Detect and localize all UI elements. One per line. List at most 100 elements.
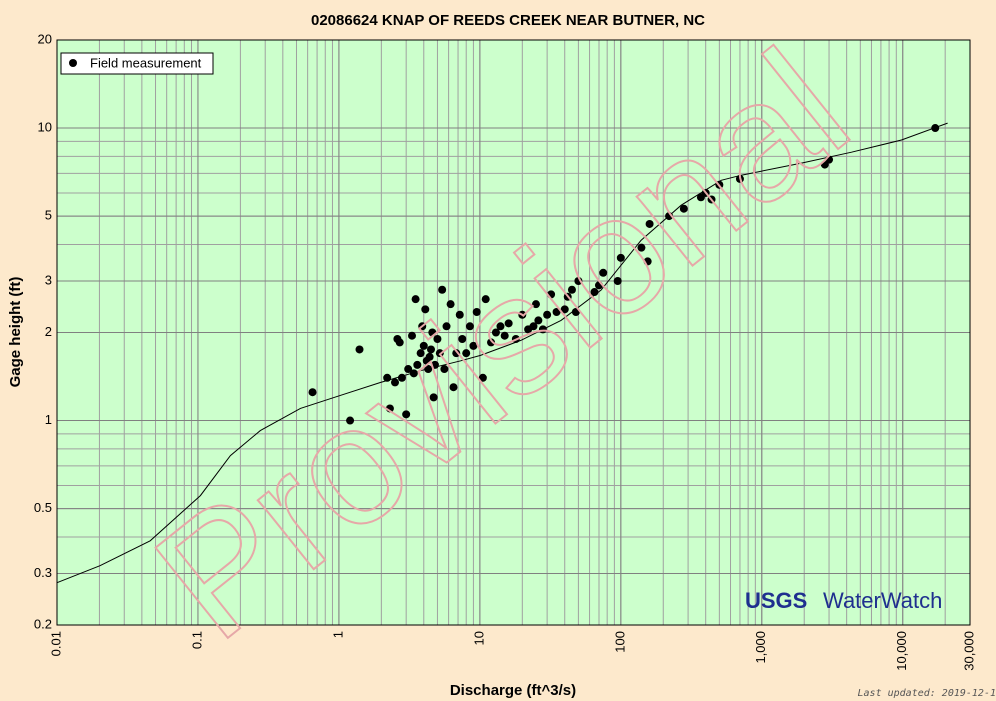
point — [491, 328, 500, 337]
point — [416, 349, 425, 358]
point — [563, 292, 572, 301]
point — [458, 335, 467, 344]
point — [643, 257, 652, 266]
point — [735, 174, 744, 183]
y-tick-label: 20 — [38, 31, 52, 46]
point — [931, 124, 940, 133]
point — [421, 305, 430, 314]
point — [531, 300, 540, 309]
point — [665, 212, 674, 221]
point — [534, 316, 543, 325]
y-tick-label: 10 — [38, 119, 52, 134]
point — [487, 338, 496, 347]
point — [481, 295, 490, 304]
y-tick-label: 0.3 — [34, 565, 52, 580]
rating-curve — [56, 122, 948, 584]
point — [429, 393, 438, 402]
point — [679, 204, 688, 213]
logo-product: WaterWatch — [823, 588, 942, 613]
point — [543, 310, 552, 319]
x-tick-label: 1,000 — [753, 631, 768, 664]
point — [346, 416, 355, 425]
point — [425, 352, 434, 361]
point — [529, 322, 538, 331]
marks — [56, 122, 948, 584]
point — [465, 322, 474, 331]
point — [518, 310, 527, 319]
legend-label: Field measurement — [90, 55, 202, 70]
point — [594, 281, 603, 290]
y-tick-label: 0.5 — [34, 500, 52, 515]
point — [397, 373, 406, 382]
point — [567, 285, 576, 294]
point — [355, 345, 364, 354]
footer: Last updated: 2019-12-1 — [858, 688, 996, 699]
point — [424, 365, 433, 374]
x-tick-label: 0.1 — [189, 631, 204, 649]
x-tick-label: 10 — [471, 631, 486, 645]
legend-box — [60, 52, 214, 75]
point — [701, 188, 710, 197]
point — [308, 388, 317, 397]
point — [413, 360, 422, 369]
point — [707, 195, 716, 204]
point — [409, 369, 418, 378]
point — [418, 322, 427, 331]
point — [430, 360, 439, 369]
point — [613, 276, 622, 285]
point — [446, 300, 455, 309]
point — [404, 365, 413, 374]
point — [385, 404, 394, 413]
point — [637, 243, 646, 252]
point — [538, 325, 547, 334]
logo-agency: USGS — [745, 588, 807, 613]
x-axis-label: Discharge (ft^3/s) — [450, 682, 576, 699]
point — [599, 268, 608, 277]
point — [449, 383, 458, 392]
point — [472, 308, 481, 317]
point — [590, 288, 599, 297]
chart-title: 02086624 KNAP OF REEDS CREEK NEAR BUTNER… — [311, 12, 705, 29]
point — [419, 341, 428, 350]
y-tick-label: 5 — [45, 208, 52, 223]
x-tick-label: 100 — [612, 631, 627, 653]
point — [547, 290, 556, 299]
point — [442, 322, 451, 331]
point — [383, 373, 392, 382]
legend-marker — [69, 59, 77, 67]
x-tick-label: 30,000 — [961, 631, 976, 671]
point — [428, 328, 437, 337]
point — [455, 310, 464, 319]
point — [571, 308, 580, 317]
point — [496, 322, 505, 331]
point — [402, 410, 411, 419]
y-tick-label: 0.2 — [34, 616, 52, 631]
point — [715, 180, 724, 189]
point — [440, 365, 449, 374]
point — [574, 276, 583, 285]
point — [552, 308, 561, 317]
point — [433, 335, 442, 344]
plot-frame — [56, 39, 971, 626]
x-tick-label: 1 — [330, 631, 345, 638]
y-tick-label: 3 — [45, 272, 52, 287]
point — [504, 319, 513, 328]
point — [411, 295, 420, 304]
point — [616, 253, 625, 262]
point — [500, 331, 509, 340]
point — [462, 349, 471, 358]
y-tick-label: 2 — [45, 324, 52, 339]
y-tick-label: 1 — [45, 412, 52, 427]
y-axis-label: Gage height (ft) — [7, 277, 24, 388]
point — [825, 155, 834, 164]
point — [395, 338, 404, 347]
point — [391, 378, 400, 387]
point — [426, 345, 435, 354]
point — [452, 349, 461, 358]
point — [408, 331, 417, 340]
point — [469, 341, 478, 350]
point — [511, 335, 520, 344]
point — [645, 219, 654, 228]
x-tick-label: 10,000 — [894, 631, 909, 671]
